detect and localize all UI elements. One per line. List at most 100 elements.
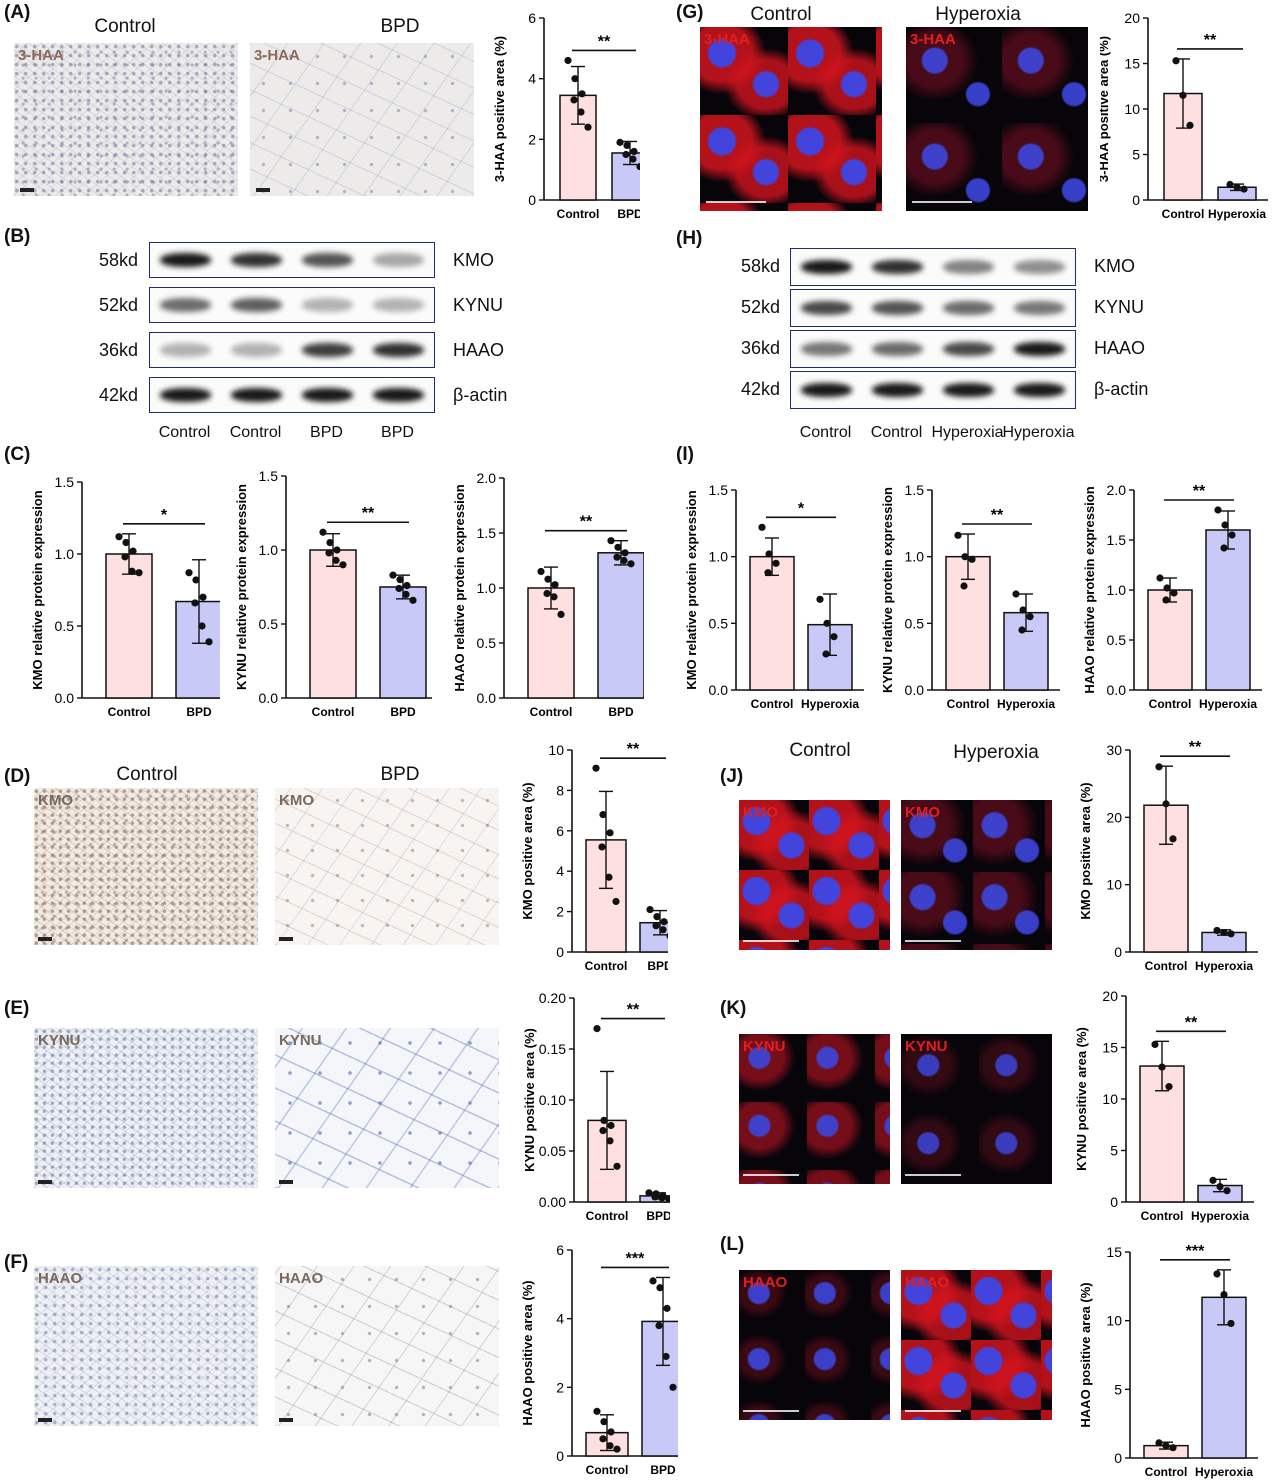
data-point <box>592 764 600 772</box>
blot-band <box>231 343 282 357</box>
mw-marker: 52kd <box>98 295 138 315</box>
y-tick-label: 2 <box>528 131 536 147</box>
data-point <box>645 1189 653 1197</box>
data-point <box>402 590 410 598</box>
y-tick-label: 0 <box>1132 192 1140 208</box>
header-control-g: Control <box>750 4 812 25</box>
x-category-label: Hyperoxia <box>1195 959 1253 973</box>
data-point <box>607 1121 615 1130</box>
data-point <box>613 1162 621 1170</box>
stain-tag: HAAO <box>279 1270 324 1287</box>
header-hyperoxia-j: Hyperoxia <box>953 742 1039 763</box>
data-point <box>623 141 631 149</box>
data-point <box>968 555 976 563</box>
header-control-d: Control <box>116 764 178 785</box>
data-point <box>1186 121 1194 129</box>
y-axis-label: KMO positive area (%) <box>520 782 535 919</box>
y-tick-label: 0.5 <box>1107 632 1127 648</box>
data-point <box>629 155 637 163</box>
data-point <box>192 576 200 584</box>
data-point <box>961 553 969 561</box>
data-point <box>1233 183 1241 191</box>
y-tick-label: 0 <box>528 192 536 208</box>
scale-bar <box>743 940 799 942</box>
y-tick-label: 1.0 <box>259 542 279 558</box>
blot-band <box>160 388 211 402</box>
mw-marker: 36kd <box>740 338 780 358</box>
data-point <box>543 589 551 598</box>
data-point <box>1223 1187 1231 1195</box>
lane-label: Hyperoxia <box>931 424 1004 441</box>
header-bpd-a: BPD <box>380 16 420 37</box>
y-tick-label: 1.0 <box>905 549 925 565</box>
x-category-label: Control <box>585 959 628 973</box>
stain-tag: HAAO <box>743 1274 788 1291</box>
y-tick-label: 15 <box>1106 1244 1122 1260</box>
data-point <box>1172 57 1180 65</box>
y-tick-label: 1.5 <box>55 474 75 490</box>
data-point <box>551 581 559 589</box>
stain-tag: KMO <box>279 792 314 809</box>
header-bpd-d: BPD <box>380 764 420 785</box>
scale-bar <box>706 201 766 203</box>
data-point <box>627 560 635 568</box>
blot-protein-label: KMO <box>453 250 495 270</box>
data-point <box>1156 574 1164 582</box>
blot-band <box>872 383 923 397</box>
data-point <box>613 1445 621 1453</box>
scale-bar <box>279 1180 293 1184</box>
data-point <box>816 595 824 603</box>
data-point <box>607 1428 615 1436</box>
data-point <box>1162 800 1170 808</box>
data-point <box>665 1195 670 1203</box>
ihc-image-kynu-control: KYNU <box>34 1028 258 1188</box>
y-tick-label: 4 <box>556 863 564 879</box>
data-point <box>205 638 213 646</box>
blot-band <box>231 298 282 312</box>
scale-bar <box>20 188 34 192</box>
stain-tag: KYNU <box>279 1032 322 1049</box>
x-category-label: Control <box>1145 959 1188 973</box>
y-tick-label: 1.5 <box>709 482 729 498</box>
data-point <box>606 1442 614 1450</box>
blot-band <box>302 298 353 312</box>
if-image-kmo-hyperoxia: KMO <box>901 800 1052 950</box>
stain-tag: KMO <box>38 792 73 809</box>
data-point <box>1162 1442 1170 1450</box>
data-point <box>1169 835 1177 843</box>
scale-bar <box>279 1418 293 1422</box>
blot-band <box>801 342 852 356</box>
data-point <box>1220 544 1228 552</box>
y-tick-label: 0 <box>556 1448 564 1464</box>
data-point <box>395 584 403 593</box>
data-point <box>772 559 780 567</box>
data-point <box>403 581 411 590</box>
y-tick-label: 8 <box>556 782 564 798</box>
y-tick-label: 2 <box>556 1379 564 1395</box>
y-tick-label: 5 <box>1110 1143 1118 1159</box>
mw-marker: 52kd <box>740 297 780 317</box>
data-point <box>135 569 143 577</box>
significance-label: ** <box>627 1002 640 1019</box>
stain-tag: 3-HAA <box>254 47 300 64</box>
panel-label-j: (J) <box>720 766 744 787</box>
lane-label: Control <box>799 424 852 441</box>
stain-tag: KYNU <box>743 1038 786 1055</box>
data-point <box>578 90 586 98</box>
blot-band <box>1014 260 1065 274</box>
data-point <box>607 537 615 545</box>
data-point <box>1163 584 1171 592</box>
y-tick-label: 0.5 <box>259 616 279 632</box>
data-point <box>662 1352 670 1361</box>
significance-label: ** <box>1185 1014 1198 1031</box>
y-tick-label: 5 <box>1132 147 1140 163</box>
y-tick-label: 0.0 <box>55 690 75 706</box>
data-point <box>1214 506 1222 514</box>
x-category-label: Hyperoxia <box>997 697 1055 711</box>
data-point <box>655 1321 663 1330</box>
data-point <box>1216 1182 1224 1191</box>
data-point <box>1227 930 1235 938</box>
data-point <box>630 147 638 156</box>
blot-band <box>943 383 994 397</box>
if-image-kmo-control: KMO <box>739 800 890 950</box>
